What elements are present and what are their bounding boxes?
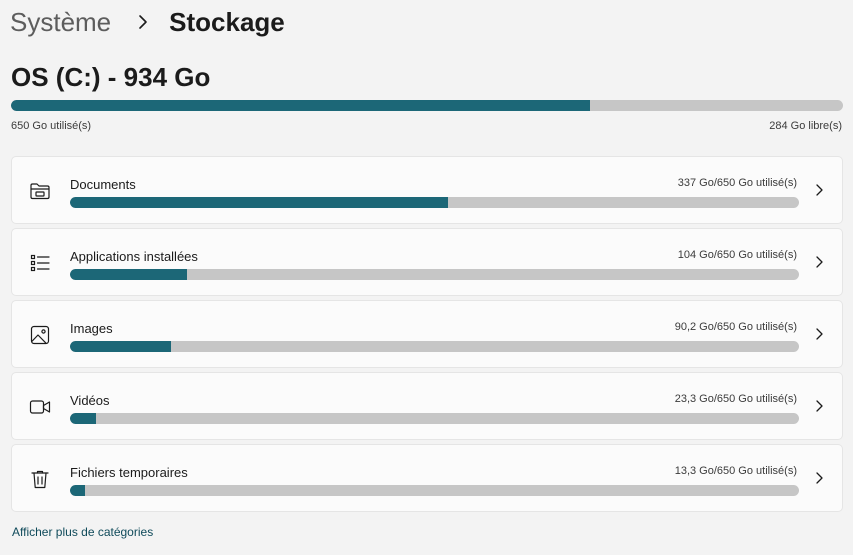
chevron-right-icon <box>812 471 826 485</box>
category-usage-bar <box>70 197 799 208</box>
category-usage: 23,3 Go/650 Go utilisé(s) <box>674 393 797 405</box>
category-images[interactable]: Images 90,2 Go/650 Go utilisé(s) <box>11 300 843 368</box>
breadcrumb: Système Stockage <box>10 4 285 40</box>
category-usage-bar <box>70 269 799 280</box>
category-usage-fill <box>70 485 85 496</box>
category-label: Vidéos <box>70 393 110 408</box>
video-camera-icon <box>29 396 51 418</box>
category-usage-fill <box>70 269 187 280</box>
category-videos[interactable]: Vidéos 23,3 Go/650 Go utilisé(s) <box>11 372 843 440</box>
category-usage-fill <box>70 197 448 208</box>
category-label: Fichiers temporaires <box>70 465 188 480</box>
category-label: Applications installées <box>70 249 198 264</box>
drive-free-label: 284 Go libre(s) <box>769 120 842 132</box>
category-installed-apps[interactable]: Applications installées 104 Go/650 Go ut… <box>11 228 843 296</box>
drive-title: OS (C:) - 934 Go <box>11 62 211 92</box>
page-title: Stockage <box>169 6 285 37</box>
category-label: Documents <box>70 177 136 192</box>
drive-used-label: 650 Go utilisé(s) <box>11 120 92 132</box>
chevron-right-icon <box>812 255 826 269</box>
chevron-right-icon <box>812 327 826 341</box>
folder-icon <box>29 180 51 202</box>
category-temporary-files[interactable]: Fichiers temporaires 13,3 Go/650 Go util… <box>11 444 843 512</box>
category-usage-bar <box>70 341 799 352</box>
app-list-icon <box>29 252 51 274</box>
category-usage: 104 Go/650 Go utilisé(s) <box>677 249 797 261</box>
breadcrumb-parent-system[interactable]: Système <box>10 6 112 37</box>
trash-icon <box>29 468 51 490</box>
category-label: Images <box>70 321 113 336</box>
drive-usage-bar <box>11 100 843 111</box>
show-more-categories-link[interactable]: Afficher plus de catégories <box>12 525 154 539</box>
category-usage-bar <box>70 413 799 424</box>
storage-category-list: Documents 337 Go/650 Go utilisé(s) Appli… <box>11 156 843 516</box>
category-usage: 13,3 Go/650 Go utilisé(s) <box>674 465 797 477</box>
chevron-right-icon <box>812 399 826 413</box>
category-usage: 337 Go/650 Go utilisé(s) <box>677 177 797 189</box>
category-documents[interactable]: Documents 337 Go/650 Go utilisé(s) <box>11 156 843 224</box>
drive-usage-fill <box>11 100 591 111</box>
category-usage: 90,2 Go/650 Go utilisé(s) <box>674 321 797 333</box>
chevron-right-icon <box>812 183 826 197</box>
category-usage-fill <box>70 341 172 352</box>
category-usage-fill <box>70 413 97 424</box>
category-usage-bar <box>70 485 799 496</box>
image-icon <box>29 324 51 346</box>
chevron-right-icon <box>133 12 153 32</box>
